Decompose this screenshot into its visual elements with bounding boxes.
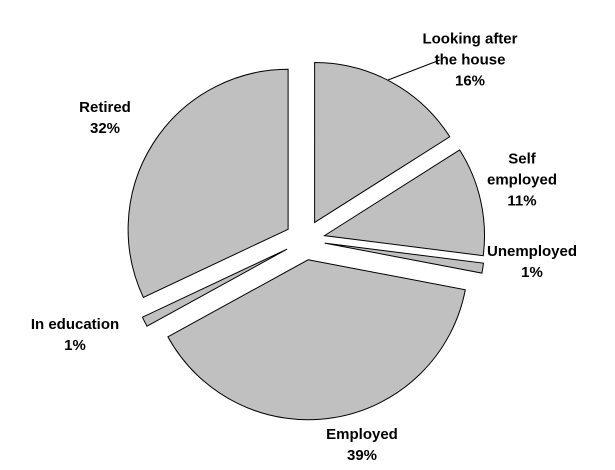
value-label: 39% <box>346 447 378 464</box>
value-label: 32% <box>89 120 121 137</box>
value-label: 16% <box>454 72 486 90</box>
slice-label: Looking after the house 16% <box>415 29 525 92</box>
pie-slice <box>323 149 486 257</box>
category-label: Employed <box>326 426 398 443</box>
value-label: 1% <box>64 337 86 354</box>
leader-line <box>387 59 441 81</box>
slice-label: Retired 32% <box>65 97 145 139</box>
category-label: Looking after the house <box>422 30 518 69</box>
category-label: Unemployed <box>486 243 577 260</box>
pie-slice <box>167 259 466 421</box>
pie-slice <box>127 68 289 299</box>
category-label: Self employed <box>486 150 558 189</box>
slice-label: In education 1% <box>5 314 145 356</box>
value-label: 1% <box>521 264 543 281</box>
pie-slice <box>324 242 485 274</box>
slice-label: Unemployed 1% <box>467 241 597 283</box>
slice-label: Self employed 11% <box>472 149 572 212</box>
category-label: In education <box>30 316 120 333</box>
pie-slice <box>314 61 451 224</box>
category-label: Retired <box>79 99 131 116</box>
value-label: 11% <box>507 192 537 210</box>
slice-label: Employed 39% <box>312 424 412 466</box>
pie-slice <box>141 248 288 327</box>
